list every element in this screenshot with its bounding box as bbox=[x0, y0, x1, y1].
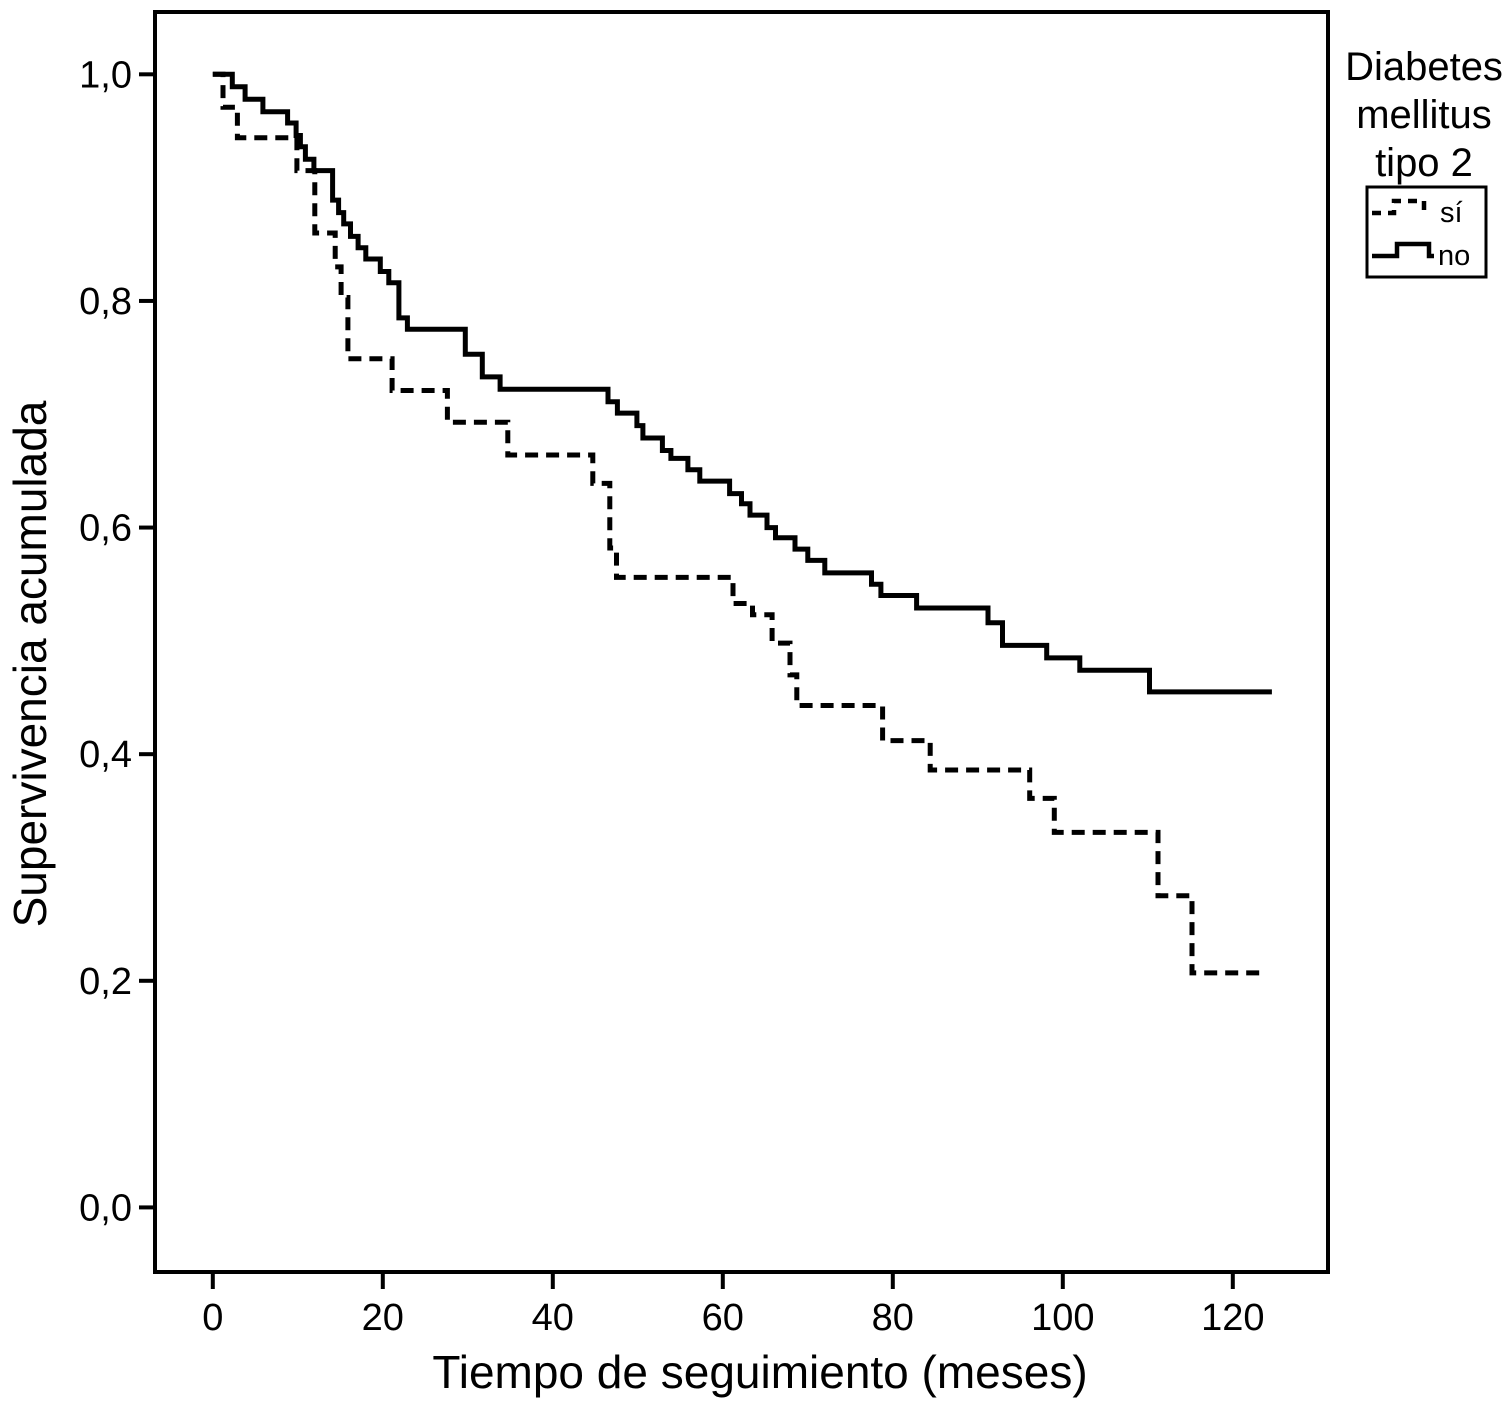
x-tick-label: 100 bbox=[1031, 1297, 1094, 1339]
y-tick-label: 0,2 bbox=[79, 961, 132, 1003]
y-tick-label: 1,0 bbox=[79, 54, 132, 96]
plot-area-frame bbox=[153, 10, 1330, 1274]
legend-box bbox=[1365, 185, 1488, 279]
x-tick-label: 20 bbox=[362, 1297, 404, 1339]
x-axis-title: Tiempo de seguimiento (meses) bbox=[432, 1346, 1087, 1398]
x-axis-ticks: 0 20 40 60 80 100 120 bbox=[202, 1272, 1265, 1339]
curve-sí-dashed bbox=[212, 71, 1265, 976]
y-tick-label: 0,6 bbox=[79, 508, 132, 550]
legend-title-line2: mellitus bbox=[1356, 93, 1492, 137]
x-tick-label: 40 bbox=[532, 1297, 574, 1339]
x-tick-label: 80 bbox=[872, 1297, 914, 1339]
y-axis-title: Supervivencia acumulada bbox=[4, 400, 56, 927]
legend-entry-no-label: no bbox=[1438, 240, 1470, 272]
survival-curves bbox=[212, 71, 1272, 976]
x-tick-label: 0 bbox=[202, 1297, 223, 1339]
curve-no-solid bbox=[212, 71, 1272, 695]
legend-sample-solid-icon bbox=[1372, 241, 1434, 259]
y-tick-label: 0,8 bbox=[79, 281, 132, 323]
x-tick-label: 60 bbox=[702, 1297, 744, 1339]
legend-entry-si-label: sí bbox=[1440, 197, 1463, 229]
y-axis-ticks: 1,0 0,8 0,6 0,4 0,2 0,0 bbox=[79, 54, 155, 1229]
y-tick-label: 0,0 bbox=[79, 1187, 132, 1229]
legend-sample-dashed-icon bbox=[1372, 198, 1427, 216]
legend: Diabetes mellitus tipo 2 sí no bbox=[1345, 45, 1503, 279]
legend-title-line1: Diabetes bbox=[1345, 45, 1503, 89]
y-tick-label: 0,4 bbox=[79, 734, 132, 776]
x-tick-label: 120 bbox=[1201, 1297, 1264, 1339]
legend-title-line3: tipo 2 bbox=[1375, 141, 1473, 185]
